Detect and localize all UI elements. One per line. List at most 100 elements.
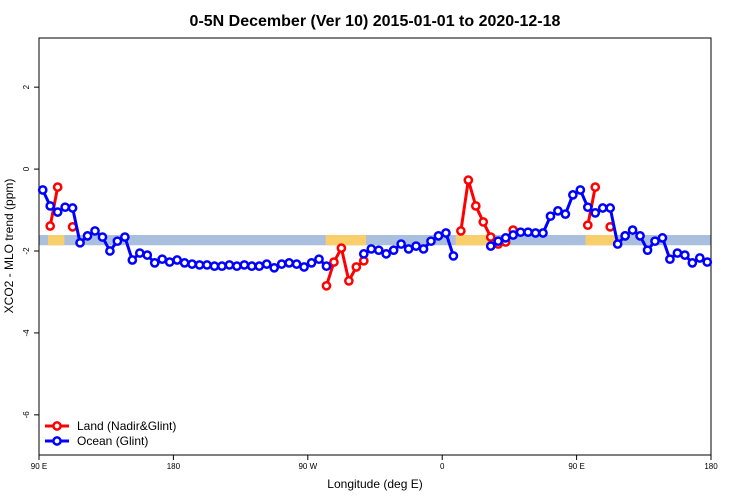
- x-tick-label: 90 E: [568, 462, 584, 471]
- data-point: [411, 241, 421, 251]
- data-point: [269, 262, 280, 273]
- data-point: [396, 239, 406, 249]
- data-point: [358, 249, 369, 259]
- y-tick-label: 2: [22, 84, 31, 89]
- data-point: [523, 227, 533, 238]
- data-point: [485, 241, 496, 251]
- y-tick-label: -4: [22, 329, 31, 337]
- data-point: [620, 230, 630, 241]
- data-point: [351, 262, 362, 272]
- data-point: [433, 230, 444, 241]
- data-point: [179, 258, 190, 268]
- data-point: [134, 248, 145, 258]
- x-tick-label: 180: [704, 462, 718, 471]
- data-point: [553, 206, 563, 216]
- data-point: [680, 250, 690, 260]
- data-point: [67, 203, 78, 213]
- data-point: [590, 182, 601, 192]
- data-point: [291, 259, 302, 269]
- data-point: [232, 261, 242, 272]
- y-tick-label: -2: [22, 247, 31, 255]
- data-point: [470, 201, 481, 211]
- data-point: [590, 208, 601, 218]
- data-point: [650, 236, 660, 247]
- data-point: [187, 259, 197, 269]
- data-point: [403, 244, 414, 254]
- data-point: [694, 253, 705, 263]
- data-point: [657, 233, 668, 243]
- data-point: [582, 202, 593, 213]
- data-point: [127, 255, 138, 265]
- data-point: [441, 228, 451, 238]
- x-tick-label: 0: [440, 462, 445, 471]
- data-point: [246, 261, 257, 272]
- data-point: [448, 251, 459, 261]
- data-point: [329, 257, 339, 267]
- data-point: [239, 260, 250, 270]
- data-point: [60, 202, 70, 213]
- data-point: [366, 244, 377, 254]
- data-point: [52, 207, 63, 217]
- data-point: [194, 260, 205, 270]
- data-point: [112, 236, 123, 247]
- data-point: [485, 232, 496, 242]
- data-point: [575, 185, 586, 195]
- data-point: [172, 255, 182, 265]
- y-axis-label: XCO2 - MLO trend (ppm): [2, 179, 16, 314]
- legend-label: Ocean (Glint): [77, 434, 148, 448]
- data-point: [217, 261, 227, 272]
- data-point: [164, 257, 175, 267]
- x-tick-label: 90 E: [31, 462, 47, 471]
- land-band: [455, 235, 490, 246]
- data-point: [97, 232, 108, 242]
- data-point: [702, 257, 713, 267]
- data-point: [515, 227, 526, 238]
- y-tick-label: 0: [22, 166, 31, 171]
- data-point: [560, 209, 571, 219]
- data-point: [381, 249, 392, 259]
- data-point: [605, 203, 616, 213]
- data-point: [321, 261, 332, 272]
- land-band: [47, 235, 65, 246]
- data-point: [45, 221, 56, 231]
- data-point: [568, 190, 578, 200]
- data-point: [627, 225, 638, 235]
- data-point: [597, 203, 608, 213]
- data-point: [276, 259, 287, 269]
- data-point: [45, 201, 56, 211]
- data-point: [665, 254, 675, 265]
- land-band: [325, 235, 367, 246]
- data-point: [538, 228, 548, 238]
- data-point: [299, 262, 309, 272]
- data-point: [687, 258, 698, 268]
- data-point: [105, 246, 115, 256]
- data-point: [82, 230, 93, 241]
- land-band: [585, 235, 616, 246]
- data-point: [37, 185, 48, 195]
- y-tick-label: -6: [22, 411, 31, 419]
- data-point: [582, 220, 593, 231]
- data-point: [426, 236, 436, 247]
- data-point: [52, 182, 63, 192]
- chart-title: 0-5N December (Ver 10) 2015-01-01 to 202…: [190, 13, 561, 30]
- data-point: [336, 243, 347, 253]
- x-axis-label: Longitude (deg E): [327, 477, 422, 491]
- data-point: [493, 236, 504, 247]
- plot-frame: [38, 37, 712, 456]
- data-point: [142, 250, 153, 260]
- data-point: [157, 254, 168, 265]
- data-point: [545, 211, 556, 222]
- data-point: [672, 248, 683, 258]
- data-point: [635, 230, 645, 241]
- data-point: [120, 232, 130, 242]
- data-point: [418, 244, 429, 254]
- data-point: [202, 260, 212, 270]
- data-point: [314, 254, 324, 265]
- legend-label: Land (Nadir&Glint): [77, 419, 176, 433]
- data-point: [321, 280, 332, 291]
- data-point: [284, 258, 294, 268]
- data-point: [463, 175, 474, 185]
- data-point: [612, 239, 623, 249]
- data-point: [75, 237, 85, 248]
- data-point: [508, 230, 518, 240]
